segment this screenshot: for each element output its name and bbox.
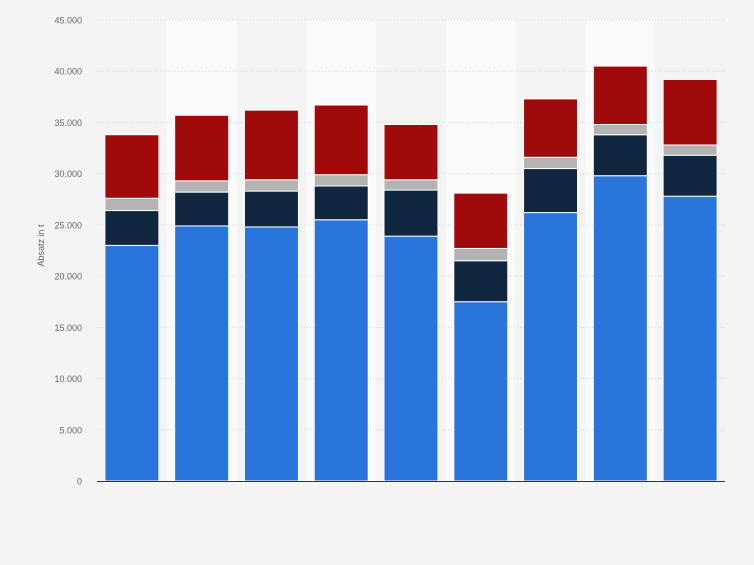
bar-segment[interactable] bbox=[592, 123, 648, 136]
y-tick-label: 45.000 bbox=[54, 16, 82, 26]
bar-segment[interactable] bbox=[523, 168, 579, 214]
bar-segment[interactable] bbox=[313, 219, 369, 482]
y-axis-label: Absatz in t bbox=[36, 224, 46, 267]
bar-segment[interactable] bbox=[453, 247, 509, 262]
y-tick-label: 20.000 bbox=[54, 272, 82, 282]
bar-segment[interactable] bbox=[104, 134, 160, 199]
y-tick-label: 30.000 bbox=[54, 169, 82, 179]
bar-segment[interactable] bbox=[313, 185, 369, 221]
bar-segment[interactable] bbox=[243, 109, 299, 181]
y-tick-label: 25.000 bbox=[54, 220, 82, 230]
bar-segment[interactable] bbox=[383, 179, 439, 191]
bar-segment[interactable] bbox=[174, 114, 230, 182]
bar-segment[interactable] bbox=[174, 225, 230, 482]
bar-segment[interactable] bbox=[453, 260, 509, 303]
bar-segment[interactable] bbox=[383, 123, 439, 181]
bar-segment[interactable] bbox=[662, 195, 718, 482]
y-tick-label: 35.000 bbox=[54, 118, 82, 128]
y-tick-label: 5.000 bbox=[59, 425, 82, 435]
bar-segment[interactable] bbox=[592, 65, 648, 125]
y-tick-label: 40.000 bbox=[54, 67, 82, 77]
bar-segment[interactable] bbox=[104, 244, 160, 482]
bar-segment[interactable] bbox=[313, 174, 369, 187]
bar-segment[interactable] bbox=[104, 197, 160, 212]
y-tick-label: 10.000 bbox=[54, 374, 82, 384]
bar-segment[interactable] bbox=[383, 189, 439, 237]
bar-segment[interactable] bbox=[243, 190, 299, 228]
bar-segment[interactable] bbox=[592, 134, 648, 177]
bar-segment[interactable] bbox=[383, 235, 439, 482]
bar-segment[interactable] bbox=[453, 301, 509, 482]
y-tick-label: 0 bbox=[77, 477, 82, 487]
bar-segment[interactable] bbox=[174, 180, 230, 193]
bar-segment[interactable] bbox=[243, 179, 299, 192]
bar-segment[interactable] bbox=[313, 104, 369, 176]
bar-segment[interactable] bbox=[662, 154, 718, 197]
y-tick-label: 15.000 bbox=[54, 323, 82, 333]
bar-segment[interactable] bbox=[662, 144, 718, 156]
bar-segment[interactable] bbox=[523, 98, 579, 158]
bar-segment[interactable] bbox=[662, 78, 718, 146]
y-tick-labels: 0 5.000 10.000 15.000 20.000 25.000 30.000 35.0… bbox=[54, 16, 82, 487]
bar-segment[interactable] bbox=[592, 175, 648, 482]
bar-segment[interactable] bbox=[453, 192, 509, 249]
bar-segment[interactable] bbox=[104, 210, 160, 246]
bar-segment[interactable] bbox=[523, 156, 579, 170]
bars bbox=[104, 65, 718, 482]
bar-segment[interactable] bbox=[523, 212, 579, 482]
bar-segment[interactable] bbox=[243, 226, 299, 482]
bar-segment[interactable] bbox=[174, 191, 230, 227]
